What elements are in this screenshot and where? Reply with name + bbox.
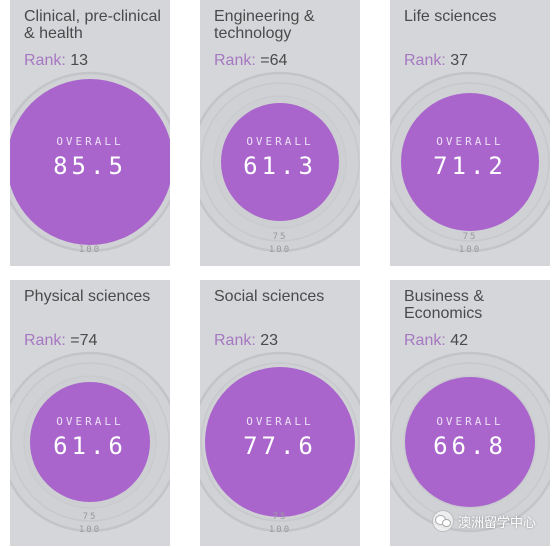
overall-score-disc: OVERALL 85.5 [10, 79, 170, 245]
overall-label: OVERALL [56, 414, 124, 428]
overall-label: OVERALL [436, 414, 504, 428]
overall-score-disc: OVERALL 77.6 [204, 366, 356, 518]
rank-value: =64 [260, 52, 288, 69]
watermark: 澳洲留学中心 [432, 510, 536, 532]
rank-label: Rank: [404, 332, 446, 349]
rank-value: 13 [70, 52, 89, 69]
rank-line: Rank: 37 [404, 52, 468, 70]
overall-score-disc: OVERALL 61.3 [220, 102, 340, 222]
overall-score: 61.3 [243, 151, 317, 180]
tick-100: 100 [458, 245, 482, 255]
rank-line: Rank: 13 [24, 52, 88, 70]
subject-card-social-sciences: Social sciences Rank: 23 OVERALL 77.6 75 … [200, 280, 360, 546]
score-dial: OVERALL 61.3 [200, 62, 360, 262]
overall-label: OVERALL [56, 134, 124, 148]
overall-label: OVERALL [436, 134, 504, 148]
rank-line: Rank: 42 [404, 332, 468, 350]
rank-value: 23 [260, 332, 279, 349]
tick-100: 100 [78, 525, 102, 535]
score-dial: OVERALL 71.2 [390, 62, 550, 262]
rank-label: Rank: [24, 332, 66, 349]
card-title: Business & Economics [404, 288, 485, 322]
tick-75: 75 [272, 232, 288, 242]
overall-score-disc: OVERALL 61.6 [30, 382, 150, 502]
rank-line: Rank: =64 [214, 52, 287, 70]
card-title: Social sciences [214, 288, 325, 305]
subject-card-physical-sciences: Physical sciences Rank: =74 OVERALL 61.6 … [10, 280, 170, 546]
rank-line: Rank: 23 [214, 332, 278, 350]
tick-100: 100 [268, 525, 292, 535]
score-dial: OVERALL 77.6 [200, 342, 360, 542]
overall-score-disc: OVERALL 71.2 [400, 92, 540, 232]
score-dial: OVERALL 61.6 [10, 342, 170, 542]
card-title: Clinical, pre-clinical & health [24, 8, 161, 42]
overall-score: 61.6 [53, 431, 127, 460]
watermark-text: 澳洲留学中心 [458, 514, 537, 530]
tick-100: 100 [78, 245, 102, 255]
rank-label: Rank: [24, 52, 66, 69]
wechat-icon [432, 510, 454, 532]
subject-card-engineering: Engineering & technology Rank: =64 OVERA… [200, 0, 360, 266]
tick-75: 75 [462, 232, 478, 242]
overall-score: 66.8 [433, 431, 507, 460]
subject-card-life-sciences: Life sciences Rank: 37 OVERALL 71.2 75 10… [390, 0, 550, 266]
subject-card-clinical: Clinical, pre-clinical & health Rank: 13… [10, 0, 170, 266]
tick-75: 75 [82, 512, 98, 522]
rank-label: Rank: [214, 52, 256, 69]
overall-score: 77.6 [243, 431, 317, 460]
card-title: Physical sciences [24, 288, 151, 305]
rank-line: Rank: =74 [24, 332, 97, 350]
subject-card-business-economics: Business & Economics Rank: 42 OVERALL 66.… [390, 280, 550, 546]
rank-value: 37 [450, 52, 469, 69]
score-dial: OVERALL 85.5 [10, 62, 170, 262]
rank-value: 42 [450, 332, 469, 349]
score-dial: OVERALL 66.8 [390, 342, 550, 542]
card-title: Life sciences [404, 8, 497, 25]
tick-75: 75 [272, 512, 288, 522]
rank-label: Rank: [214, 332, 256, 349]
overall-score: 85.5 [53, 151, 127, 180]
overall-label: OVERALL [246, 134, 314, 148]
rank-value: =74 [70, 332, 98, 349]
card-title: Engineering & technology [214, 8, 315, 42]
overall-score: 71.2 [433, 151, 507, 180]
rank-label: Rank: [404, 52, 446, 69]
overall-label: OVERALL [246, 414, 314, 428]
tick-100: 100 [268, 245, 292, 255]
overall-score-disc: OVERALL 66.8 [405, 377, 535, 507]
